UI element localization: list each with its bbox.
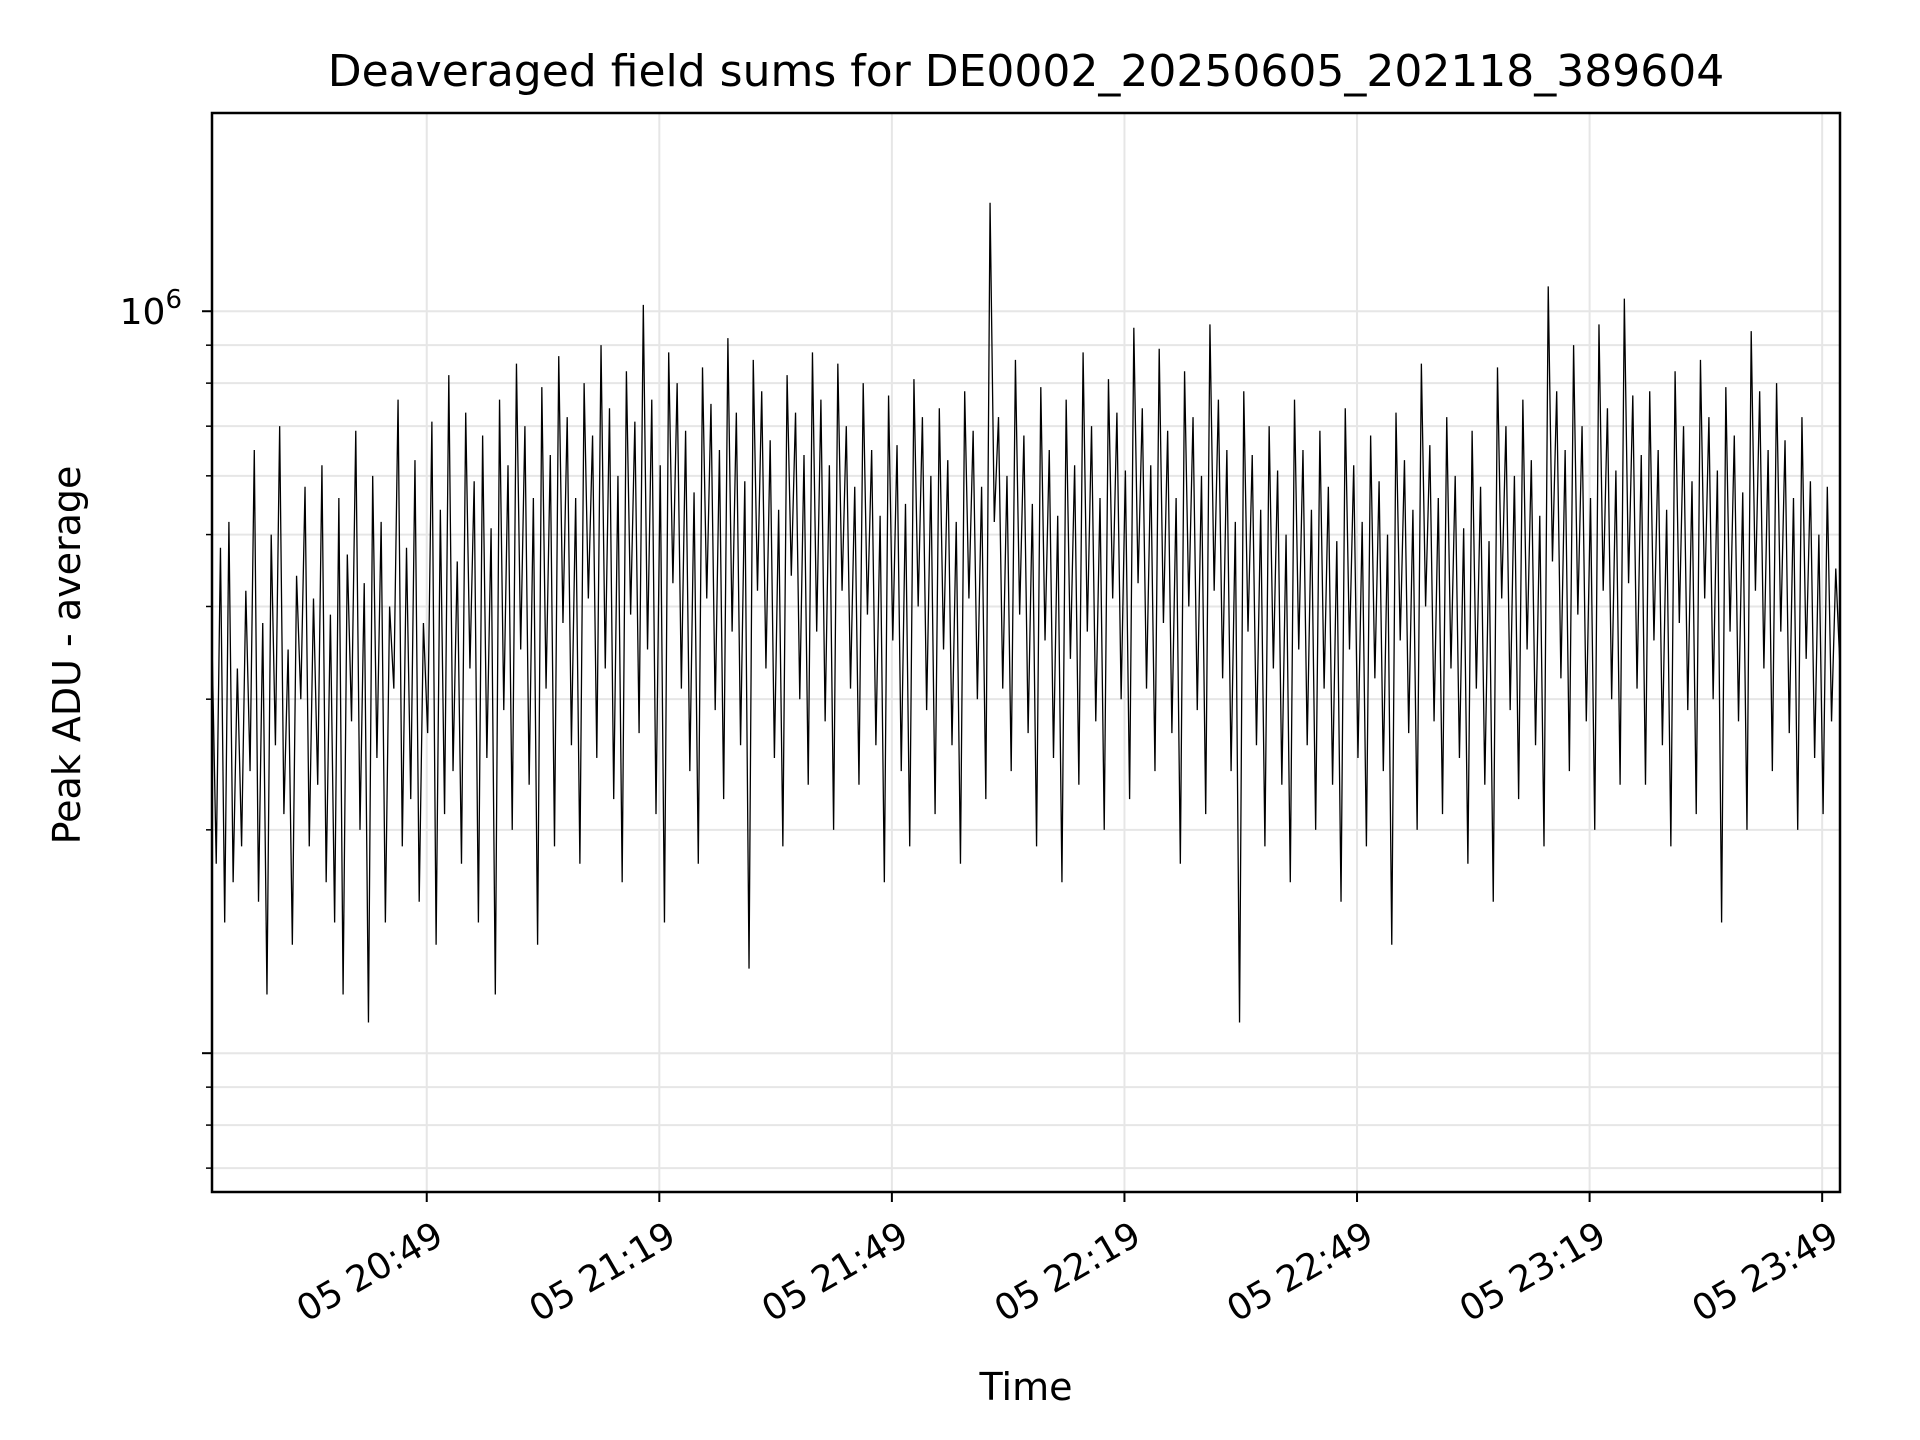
x-tick-label: 05 22:49	[1220, 1214, 1380, 1330]
x-tick-label: 05 20:49	[290, 1214, 450, 1330]
y-tick-label-base: 10	[120, 292, 166, 333]
y-tick-label-exponent: 6	[165, 285, 182, 315]
series-line-0	[211, 202, 1841, 1023]
x-tick-label: 05 23:19	[1453, 1214, 1613, 1330]
y-tick-label: 106	[120, 285, 182, 333]
y-axis-ticks: 106	[120, 285, 212, 1169]
x-tick-label: 05 21:19	[523, 1214, 683, 1330]
y-axis-label: Peak ADU - average	[45, 466, 89, 845]
x-axis-ticks: 05 20:49 05 21:19 05 21:49 05 22:19 05 22:49…	[290, 1192, 1845, 1330]
x-tick-label: 05 22:19	[988, 1214, 1148, 1330]
chart-title: Deaveraged field sums for DE0002_2025060…	[328, 46, 1725, 97]
x-tick-label: 05 21:49	[755, 1214, 915, 1330]
series-layer	[211, 202, 1841, 1023]
x-axis-label: Time	[979, 1365, 1073, 1409]
x-tick-label: 05 23:49	[1686, 1214, 1846, 1330]
plot-area-frame	[210, 111, 1842, 1194]
